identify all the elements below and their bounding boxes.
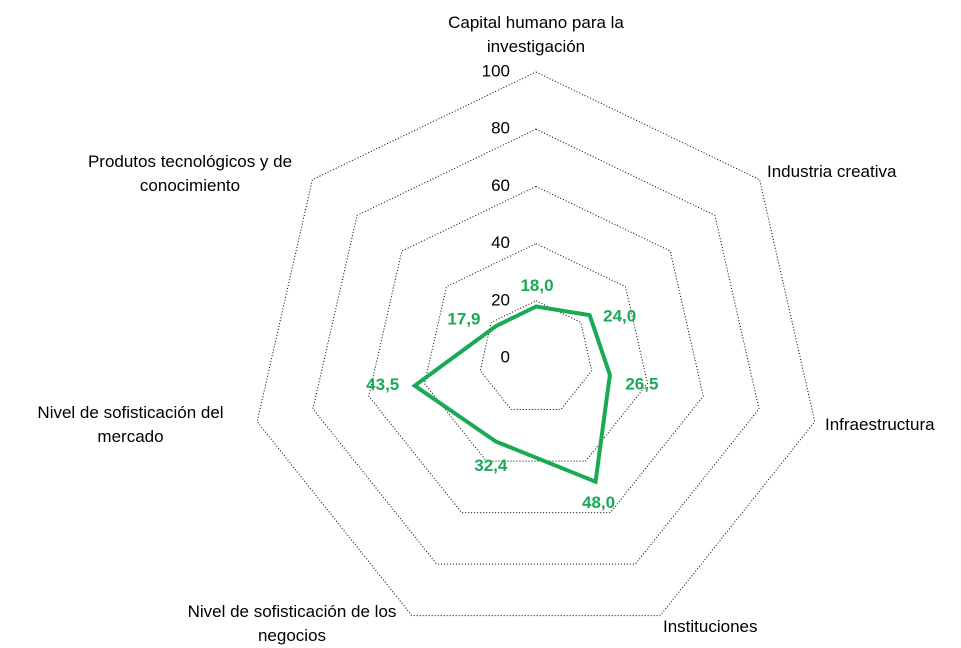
- category-label: Instituciones: [663, 617, 758, 636]
- r-tick-label: 100: [482, 61, 510, 80]
- category-label: Industria creativa: [767, 162, 897, 181]
- value-label: 32,4: [474, 456, 508, 475]
- grid-ring: [368, 185, 704, 514]
- category-label: Nivel de sofisticación del mercado: [37, 403, 224, 446]
- value-label: 24,0: [603, 307, 636, 326]
- category-label: Infraestructura: [825, 415, 935, 434]
- r-tick-label: 0: [501, 347, 510, 366]
- r-tick-label: 40: [491, 233, 510, 252]
- value-label: 17,9: [447, 310, 480, 329]
- r-tick-label: 20: [491, 290, 510, 309]
- category-label: Nivel de sofisticación de los negocios: [187, 602, 397, 645]
- r-tick-label: 80: [491, 119, 510, 138]
- category-label: Capital humano para la investigación: [448, 13, 624, 56]
- value-label: 26,5: [625, 374, 658, 393]
- grid-ring: [423, 243, 649, 462]
- category-label: Produtos tecnológicos y de conocimiento: [87, 152, 293, 195]
- series-line: [411, 304, 612, 485]
- grid-ring: [256, 71, 816, 617]
- value-label: 48,0: [582, 493, 615, 512]
- grid-ring: [479, 300, 593, 411]
- value-label: 18,0: [520, 276, 553, 295]
- grid-ring: [312, 128, 760, 565]
- value-label: 43,5: [366, 375, 399, 394]
- r-tick-label: 60: [491, 176, 510, 195]
